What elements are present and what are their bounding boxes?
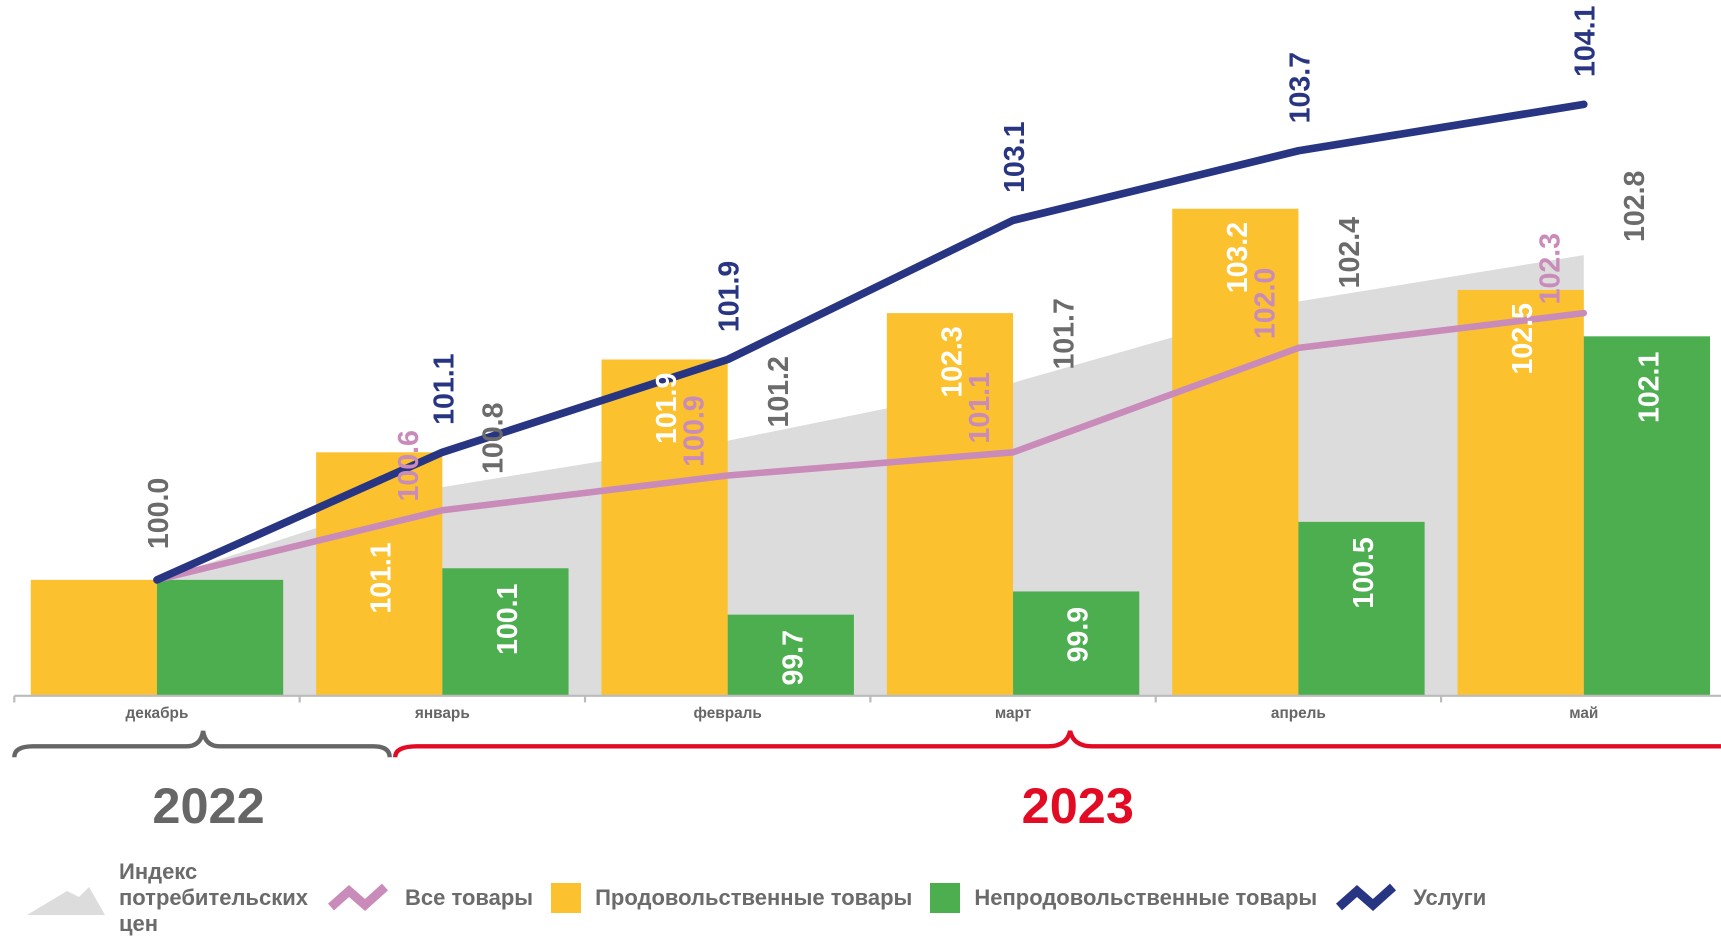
- bar: [727, 614, 854, 696]
- data-label: 100.5: [1348, 537, 1380, 608]
- data-label: 103.1: [999, 121, 1031, 192]
- year-label: 2022: [152, 777, 264, 834]
- data-label: 102.3: [936, 326, 968, 397]
- legend-item: Все товары: [327, 881, 533, 915]
- x-tick-label: май: [1569, 705, 1598, 722]
- legend-item: Продовольственные товары: [551, 883, 912, 913]
- bar: [30, 579, 157, 696]
- bar: [886, 313, 1014, 696]
- data-label: 103.7: [1284, 52, 1316, 123]
- x-tick-label: декабрь: [126, 705, 189, 722]
- legend-label: Продовольственные товары: [595, 885, 913, 910]
- data-label: 102.1: [1633, 352, 1665, 423]
- data-label: 99.7: [777, 630, 809, 686]
- data-label: 101.9: [714, 261, 746, 332]
- legend-icon: [27, 887, 105, 915]
- bar: [1457, 289, 1584, 696]
- legend-icon: [930, 883, 961, 913]
- bar: [1298, 521, 1425, 696]
- bracket-2022: [12, 730, 392, 758]
- data-label: 100.1: [492, 583, 524, 654]
- x-tick-label: февраль: [694, 705, 762, 722]
- legend-label: Услуги: [1413, 885, 1487, 910]
- legend-label: Непродовольственные товары: [974, 885, 1318, 910]
- legend-label: Индекс потребительских цен: [119, 859, 308, 936]
- bar: [156, 579, 284, 696]
- year-label: 2023: [1022, 777, 1134, 834]
- bar: [1583, 336, 1710, 696]
- data-label: 101.9: [651, 373, 683, 444]
- data-label: 102.5: [1507, 303, 1539, 374]
- data-label: 100.9: [679, 395, 711, 466]
- legend: Индекс потребительских цен Все товары Прод…: [27, 859, 1721, 936]
- x-tick-label: январь: [415, 705, 470, 722]
- x-tick-label: март: [995, 705, 1032, 722]
- x-tick-label: апрель: [1271, 705, 1326, 722]
- bar: [316, 452, 443, 696]
- legend-item: Индекс потребительских цен: [27, 859, 309, 937]
- data-label: 101.1: [964, 372, 996, 443]
- bar: [1013, 591, 1140, 696]
- data-label: 101.7: [1048, 298, 1080, 369]
- line: [153, 309, 1588, 584]
- data-label: 99.9: [1063, 607, 1095, 663]
- data-label: 100.0: [143, 478, 175, 549]
- bar: [601, 359, 728, 696]
- data-label: 102.3: [1535, 233, 1567, 304]
- bar: [442, 568, 569, 696]
- data-label: 101.2: [763, 356, 795, 427]
- data-label: 104.1: [1570, 5, 1602, 76]
- bracket-2023: [392, 730, 1721, 758]
- legend-icon: [551, 883, 582, 913]
- legend-item: Услуги: [1335, 881, 1486, 915]
- legend-icon: [328, 883, 389, 912]
- data-label: 100.8: [478, 403, 510, 474]
- data-label: 102.4: [1334, 217, 1366, 288]
- line: [153, 100, 1588, 584]
- plot: декабрь январь февраль март апрель май 100.0 10…: [13, 5, 1721, 722]
- legend-icon: [1336, 883, 1397, 912]
- data-label: 101.1: [428, 353, 460, 424]
- data-label: 101.1: [366, 542, 398, 613]
- legend-label: Все товары: [405, 885, 534, 910]
- data-label: 102.0: [1249, 268, 1281, 339]
- data-label: 100.6: [393, 430, 425, 501]
- bar: [1172, 208, 1299, 696]
- legend-item: Непродовольственные товары: [930, 883, 1317, 913]
- data-label: 102.8: [1619, 171, 1651, 242]
- data-label: 103.2: [1222, 222, 1254, 293]
